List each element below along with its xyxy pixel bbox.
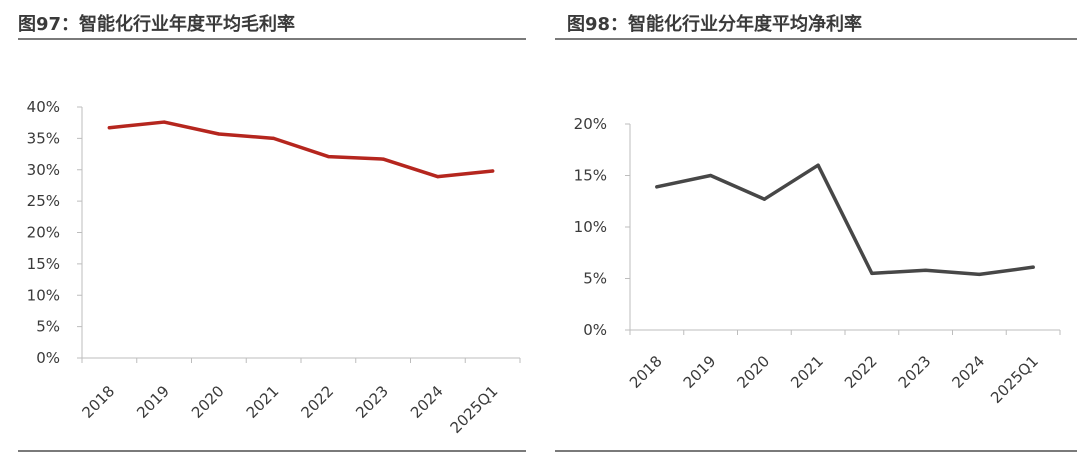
series-line [655,163,1035,277]
x-tick-label: 2021 [787,352,827,392]
y-tick-label: 15% [27,255,60,273]
data-point [217,132,221,136]
data-point [381,157,385,161]
y-tick-label: 25% [27,192,60,210]
y-tick-label: 15% [574,167,607,185]
x-tick-label: 2023 [895,352,935,392]
y-tick-label: 5% [583,270,607,288]
y-tick-label: 10% [27,286,60,304]
y-tick-label: 5% [36,318,60,336]
chart-title: 图98：智能化行业分年度平均净利率 [567,14,863,35]
data-point [924,268,928,272]
x-tick-label: 2019 [680,352,720,392]
y-tick-label: 20% [27,224,60,242]
chart-title: 图97：智能化行业年度平均毛利率 [18,14,296,35]
x-tick-label: 2018 [78,382,118,422]
y-tick-label: 0% [36,349,60,367]
series-line [107,120,495,179]
data-point [1031,265,1035,269]
data-point [491,169,495,173]
x-tick-label: 2020 [733,352,773,392]
y-tick-label: 0% [583,321,607,339]
title-divider [555,38,1077,40]
x-tick-label: 2024 [407,382,447,422]
y-tick-label: 30% [27,161,60,179]
x-tick-label: 2023 [352,382,392,422]
data-point [162,120,166,124]
data-point [709,173,713,178]
data-point [326,154,330,159]
x-tick-label: 2019 [133,382,173,422]
data-point [107,126,111,130]
x-tick-label: 2022 [297,382,337,422]
x-tick-label: 2018 [626,352,666,392]
bottom-divider [18,450,526,452]
net-margin-line-chart: 0% 5% 10% 15% 20% 2018 2019 2020 2021 2022 2023 202… [574,115,1061,407]
bottom-divider [555,450,1077,452]
x-tick-label: 2024 [948,352,988,392]
x-tick-label: 2025Q1 [987,352,1042,407]
x-tick-label: 2022 [841,352,881,392]
data-point [655,185,659,189]
data-point [436,175,440,179]
y-tick-label: 20% [574,115,607,133]
title-divider [18,38,526,40]
y-tick-label: 35% [27,129,60,147]
y-tick-label: 40% [27,98,60,116]
y-tick-label: 10% [574,218,607,236]
x-tick-label: 2025Q1 [447,382,502,437]
x-tick-label: 2021 [243,382,283,422]
gross-margin-line-chart: 0% 5% 10% 15% 20% 25% 30% 35% 40% 2018 2019 2020 202… [27,98,521,437]
data-point [762,197,766,201]
data-point [870,271,874,275]
data-point [272,136,276,140]
data-point [816,163,820,167]
data-point [977,272,981,276]
x-tick-label: 2020 [188,382,228,422]
